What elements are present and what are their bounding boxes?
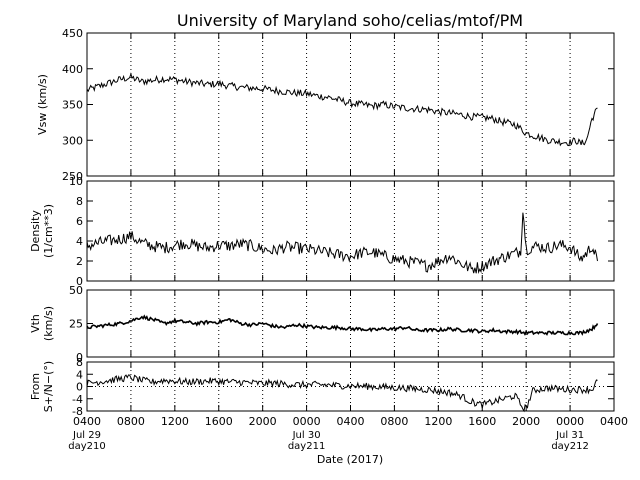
y-axis-label: Density bbox=[29, 210, 42, 252]
y-tick-label: 400 bbox=[62, 63, 83, 76]
series-line-panel-2-1 bbox=[86, 212, 598, 275]
y-axis-label: From bbox=[29, 373, 42, 400]
y-tick-label: 8 bbox=[76, 356, 83, 369]
y-tick-label: 8 bbox=[76, 195, 83, 208]
y-axis-label: (1/cm**3) bbox=[42, 204, 55, 258]
x-tick-label: 1600 bbox=[205, 415, 233, 428]
y-tick-label: 0 bbox=[76, 381, 83, 394]
y-tick-label: 350 bbox=[62, 99, 83, 112]
y-tick-label: -8 bbox=[72, 405, 83, 418]
x-day-label: day211 bbox=[288, 441, 325, 452]
x-tick-label: 1600 bbox=[468, 415, 496, 428]
y-tick-label: 0 bbox=[76, 275, 83, 288]
y-tick-label: 4 bbox=[76, 368, 83, 381]
x-tick-label: 0800 bbox=[117, 415, 145, 428]
x-tick-label: 1200 bbox=[161, 415, 189, 428]
y-tick-label: 250 bbox=[62, 170, 83, 183]
y-tick-label: -4 bbox=[72, 393, 83, 406]
y-tick-label: 300 bbox=[62, 134, 83, 147]
series-line-panel-4-1 bbox=[86, 374, 598, 413]
x-tick-label: 2000 bbox=[249, 415, 277, 428]
x-tick-label: 0000 bbox=[293, 415, 321, 428]
x-tick-label: 2000 bbox=[512, 415, 540, 428]
x-tick-label: 0400 bbox=[73, 415, 101, 428]
y-tick-label: 2 bbox=[76, 255, 83, 268]
axis-ticks bbox=[86, 32, 615, 412]
x-day-label: day212 bbox=[551, 441, 588, 452]
x-month-label: Jul 29 bbox=[72, 430, 101, 441]
x-tick-label: 0400 bbox=[337, 415, 365, 428]
x-tick-label: 0400 bbox=[600, 415, 628, 428]
chart-title: University of Maryland soho/celias/mtof/… bbox=[177, 11, 523, 30]
y-tick-label: 0 bbox=[76, 351, 83, 364]
y-axis-label: Vsw (km/s) bbox=[36, 74, 49, 135]
x-tick-label: 0000 bbox=[556, 415, 584, 428]
y-tick-label: 10 bbox=[69, 175, 83, 188]
y-tick-label: 6 bbox=[76, 215, 83, 228]
x-month-label: Jul 30 bbox=[292, 430, 321, 441]
y-axis-label: S+/N−(°) bbox=[42, 361, 55, 412]
y-axis-label: Vth bbox=[29, 314, 42, 333]
y-tick-label: 450 bbox=[62, 27, 83, 40]
grid-lines bbox=[87, 33, 614, 411]
x-tick-label: 0800 bbox=[380, 415, 408, 428]
x-axis-label: Date (2017) bbox=[317, 453, 383, 466]
series-lines bbox=[86, 72, 599, 413]
y-axis-label: (km/s) bbox=[42, 306, 55, 341]
series-line-panel-3-1 bbox=[86, 314, 599, 336]
y-tick-label: 25 bbox=[69, 318, 83, 331]
panel-frame bbox=[86, 32, 615, 177]
y-tick-label: 4 bbox=[76, 235, 83, 248]
series-line-panel-1-1 bbox=[86, 72, 598, 147]
x-day-label: day210 bbox=[68, 441, 105, 452]
y-tick-label: 50 bbox=[69, 284, 83, 297]
x-month-label: Jul 31 bbox=[555, 430, 584, 441]
x-tick-label: 1200 bbox=[424, 415, 452, 428]
